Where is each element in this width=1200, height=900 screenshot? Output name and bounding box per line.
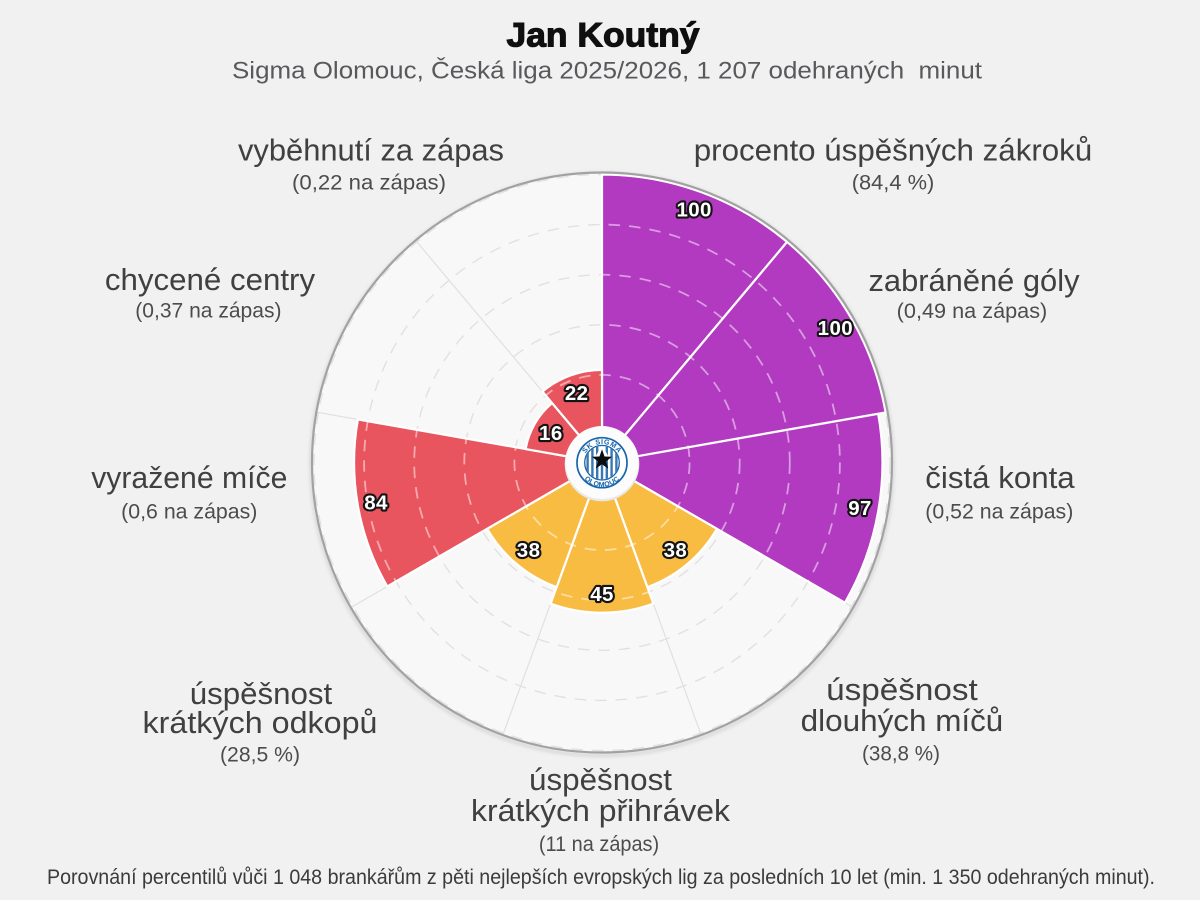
svg-text:Porovnání percentilů vůči 1 04: Porovnání percentilů vůči 1 048 brankářů… [47, 866, 1155, 889]
svg-text:chycené centry: chycené centry [105, 262, 316, 297]
svg-text:dlouhých míčů: dlouhých míčů [801, 703, 1004, 738]
svg-text:(0,6 na zápas): (0,6 na zápas) [121, 501, 257, 524]
svg-text:(84,4 %): (84,4 %) [852, 172, 935, 195]
svg-text:zabráněné góly: zabráněné góly [869, 263, 1080, 298]
svg-text:38: 38 [664, 539, 688, 562]
svg-text:(28,5 %): (28,5 %) [220, 744, 300, 767]
svg-text:krátkých odkopů: krátkých odkopů [143, 705, 378, 740]
svg-text:(11 na zápas): (11 na zápas) [539, 833, 659, 856]
svg-text:100: 100 [818, 317, 853, 340]
svg-text:(0,22 na zápas): (0,22 na zápas) [292, 172, 446, 195]
svg-text:84: 84 [364, 491, 388, 514]
svg-text:38: 38 [517, 539, 541, 562]
svg-text:45: 45 [590, 583, 614, 606]
svg-text:čistá konta: čistá konta [925, 460, 1075, 495]
svg-text:97: 97 [848, 497, 872, 520]
svg-text:Jan Koutný: Jan Koutný [507, 17, 700, 55]
svg-text:100: 100 [676, 198, 711, 221]
svg-text:(0,37 na zápas): (0,37 na zápas) [135, 299, 281, 322]
svg-text:(38,8 %): (38,8 %) [862, 743, 940, 766]
svg-text:procento úspěšných zákroků: procento úspěšných zákroků [694, 133, 1093, 168]
svg-text:22: 22 [565, 382, 589, 405]
svg-text:úspěšnost: úspěšnost [826, 672, 978, 707]
svg-text:(0,49 na zápas): (0,49 na zápas) [897, 300, 1048, 323]
svg-text:krátkých přihrávek: krátkých přihrávek [471, 793, 731, 828]
svg-text:úspěšnost: úspěšnost [529, 762, 672, 797]
svg-text:vyběhnutí za zápas: vyběhnutí za zápas [238, 133, 504, 168]
svg-text:16: 16 [539, 422, 563, 445]
svg-text:Sigma Olomouc, Česká liga 2025: Sigma Olomouc, Česká liga 2025/2026, 1 2… [232, 57, 982, 85]
svg-text:(0,52 na zápas): (0,52 na zápas) [925, 501, 1073, 524]
svg-text:vyražené míče: vyražené míče [91, 460, 287, 495]
svg-text:úspěšnost: úspěšnost [190, 676, 333, 711]
